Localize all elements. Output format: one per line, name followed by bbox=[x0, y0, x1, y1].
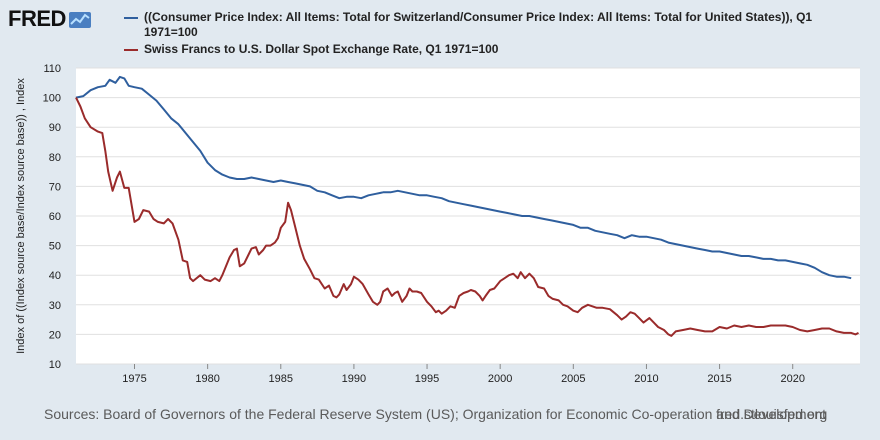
x-axis-ticks: 1975 1980 1985 1990 1995 2000 2005 2010 2015 2020 bbox=[122, 364, 805, 385]
y-tick-label: 20 bbox=[49, 329, 61, 341]
y-tick-label: 30 bbox=[49, 300, 61, 312]
x-tick-label: 2015 bbox=[707, 373, 731, 385]
y-tick-label: 60 bbox=[49, 211, 61, 223]
y-tick-label: 10 bbox=[49, 359, 61, 371]
series-lines bbox=[75, 75, 859, 337]
y-tick-label: 110 bbox=[43, 63, 61, 75]
legend-label-cpi-ratio: ((Consumer Price Index: All Items: Total… bbox=[144, 10, 813, 39]
x-tick-label: 2010 bbox=[634, 373, 658, 385]
y-tick-label: 80 bbox=[49, 152, 61, 164]
series-line-exchange-rate[interactable] bbox=[75, 97, 859, 337]
x-tick-label: 2000 bbox=[488, 373, 512, 385]
fred-logo: FRED bbox=[8, 6, 91, 32]
grid-lines bbox=[76, 67, 860, 365]
y-tick-label: 100 bbox=[43, 93, 61, 105]
fred-trend-icon bbox=[68, 12, 91, 28]
y-axis-ticks: 10 20 30 40 50 60 70 80 90 100 110 bbox=[43, 63, 61, 371]
legend-item-cpi-ratio: ((Consumer Price Index: All Items: Total… bbox=[124, 10, 864, 40]
y-tick-label: 70 bbox=[49, 181, 61, 193]
legend-label-exchange-rate: Swiss Francs to U.S. Dollar Spot Exchang… bbox=[144, 42, 499, 56]
x-tick-label: 1975 bbox=[122, 373, 146, 385]
y-tick-label: 40 bbox=[49, 270, 61, 282]
y-tick-label: 90 bbox=[49, 122, 61, 134]
series-line-cpi-ratio[interactable] bbox=[75, 75, 852, 280]
legend-item-exchange-rate: Swiss Francs to U.S. Dollar Spot Exchang… bbox=[124, 42, 864, 57]
x-tick-label: 1990 bbox=[342, 373, 366, 385]
source-url[interactable]: fred.stlouisfed.org bbox=[716, 406, 828, 422]
chart-legend: ((Consumer Price Index: All Items: Total… bbox=[124, 10, 864, 59]
x-tick-label: 1980 bbox=[195, 373, 219, 385]
y-tick-label: 50 bbox=[49, 241, 61, 253]
legend-swatch-blue bbox=[124, 17, 138, 19]
line-chart: 10 20 30 40 50 60 70 80 90 100 110 1975 1980 1985 199… bbox=[15, 63, 860, 385]
fred-logo-text: FRED bbox=[8, 6, 66, 31]
sources-footnote: Sources: Board of Governors of the Feder… bbox=[44, 406, 827, 422]
x-tick-label: 1995 bbox=[415, 373, 439, 385]
legend-swatch-red bbox=[124, 49, 138, 51]
x-tick-label: 2020 bbox=[780, 373, 804, 385]
y-axis-title: Index of ((Index source base/Index sourc… bbox=[15, 78, 27, 354]
x-tick-label: 1985 bbox=[269, 373, 293, 385]
x-tick-label: 2005 bbox=[561, 373, 585, 385]
